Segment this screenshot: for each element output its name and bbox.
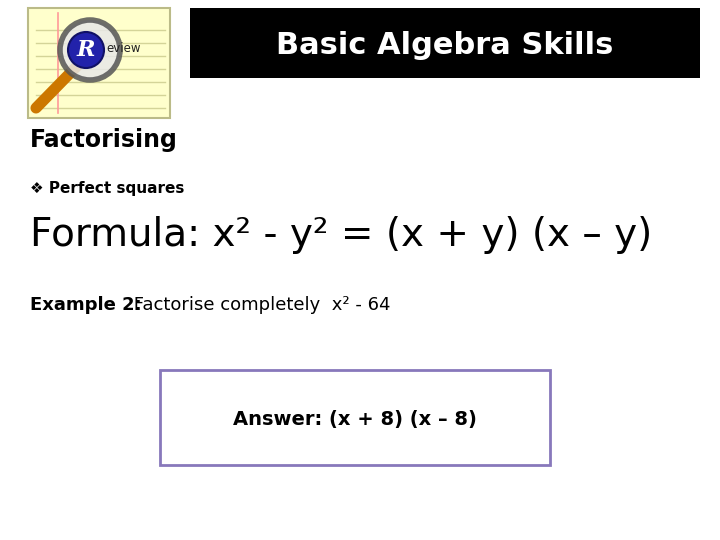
Text: R: R	[77, 39, 95, 61]
FancyBboxPatch shape	[190, 8, 700, 78]
Text: eview: eview	[106, 42, 140, 55]
Text: Answer: (x + 8) (x – 8): Answer: (x + 8) (x – 8)	[233, 409, 477, 429]
FancyBboxPatch shape	[160, 370, 550, 465]
Text: Factorising: Factorising	[30, 128, 178, 152]
FancyBboxPatch shape	[28, 8, 170, 118]
Text: Example 2:: Example 2:	[30, 296, 142, 314]
Text: Basic Algebra Skills: Basic Algebra Skills	[276, 31, 613, 60]
Circle shape	[68, 32, 104, 68]
Text: Formula: x² - y² = (x + y) (x – y): Formula: x² - y² = (x + y) (x – y)	[30, 216, 652, 254]
Text: Factorise completely  x² - 64: Factorise completely x² - 64	[128, 296, 390, 314]
Text: ❖ Perfect squares: ❖ Perfect squares	[30, 180, 184, 195]
Circle shape	[60, 20, 120, 80]
